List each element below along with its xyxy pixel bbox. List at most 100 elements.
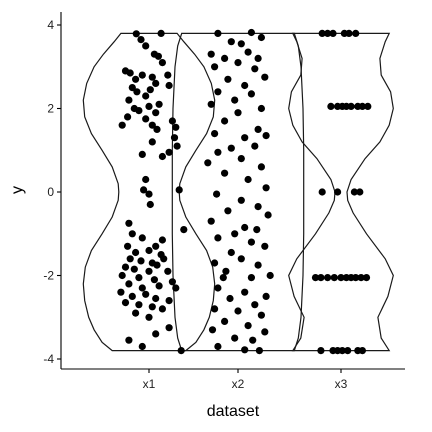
data-point-x1	[153, 125, 161, 133]
data-point-x1	[158, 236, 166, 244]
data-point-x2	[241, 288, 249, 296]
data-point-x2	[227, 38, 235, 46]
data-point-x1	[170, 134, 179, 142]
data-point-x2	[253, 226, 261, 234]
data-point-x3	[334, 188, 342, 196]
data-point-x3	[352, 274, 360, 282]
data-point-x1	[121, 299, 130, 307]
data-point-x2	[247, 238, 255, 246]
data-point-x1	[146, 200, 154, 209]
data-point-x2	[214, 234, 222, 242]
data-point-x1	[138, 71, 146, 79]
data-point-x1	[138, 342, 146, 351]
violin-x3	[288, 32, 394, 352]
data-point-x2	[224, 207, 232, 215]
data-point-x1	[145, 267, 153, 275]
data-point-x3	[352, 29, 360, 37]
data-point-x3	[345, 29, 353, 37]
data-point-x2	[262, 184, 270, 192]
data-point-x2	[251, 142, 259, 150]
data-point-x1	[148, 73, 156, 81]
data-point-x2	[208, 326, 217, 334]
data-point-x2	[221, 54, 229, 63]
data-point-x2	[204, 159, 212, 167]
data-point-x1	[128, 230, 136, 238]
data-point-x3	[358, 102, 366, 110]
data-point-x1	[142, 290, 150, 298]
data-point-x1	[142, 115, 150, 123]
x-tick-label: x1	[143, 377, 156, 391]
data-point-x3	[324, 274, 332, 282]
data-point-x2	[234, 59, 242, 67]
data-point-x1	[137, 36, 145, 44]
data-point-x2	[241, 81, 249, 90]
data-point-x2	[237, 255, 245, 263]
data-point-x1	[125, 280, 133, 288]
data-point-x2	[211, 63, 219, 71]
data-point-x2	[244, 175, 252, 184]
data-point-x3	[317, 274, 325, 282]
data-point-x1	[124, 242, 132, 250]
data-point-x3	[317, 347, 325, 355]
data-point-x2	[249, 336, 257, 344]
x-axis-ticks: x1 x2 x3	[143, 369, 348, 391]
data-point-x2	[251, 301, 259, 309]
data-point-x2	[214, 342, 222, 351]
y-axis-ticks: -4 -2 0 2 4	[43, 18, 61, 366]
y-tick-label: 2	[47, 102, 54, 116]
data-point-x3	[338, 347, 346, 355]
data-point-x2	[247, 90, 255, 98]
data-point-x3	[330, 274, 338, 282]
data-point-x2	[231, 230, 239, 238]
data-point-x1	[132, 309, 140, 317]
data-point-x3	[347, 102, 355, 110]
data-point-x3	[318, 29, 326, 37]
data-point-x3	[329, 29, 337, 37]
data-point-x1	[152, 330, 160, 338]
data-point-x1	[164, 71, 172, 79]
data-point-x1	[118, 271, 126, 280]
data-point-x2	[237, 196, 245, 204]
data-point-x2	[241, 223, 249, 232]
data-point-x1	[121, 263, 130, 271]
data-point-x3	[318, 188, 326, 196]
data-point-x2	[234, 307, 242, 315]
data-point-x2	[227, 144, 235, 152]
data-point-x1	[165, 297, 173, 305]
data-point-x1	[152, 242, 160, 250]
data-point-x3	[362, 274, 371, 282]
data-point-x1	[148, 303, 156, 311]
data-point-x1	[128, 84, 136, 92]
data-point-x1	[177, 347, 185, 355]
data-point-x2	[247, 274, 255, 282]
x-tick-label: x3	[335, 377, 348, 391]
data-point-x1	[135, 274, 143, 282]
data-point-x1	[150, 276, 158, 284]
x-axis-title: dataset	[207, 403, 260, 420]
data-point-x3	[324, 29, 332, 37]
data-point-x1	[165, 81, 173, 90]
data-point-x1	[142, 175, 150, 184]
y-tick-label: -2	[43, 269, 54, 283]
data-point-x1	[158, 305, 166, 313]
data-point-x3	[327, 102, 335, 110]
data-point-x2	[244, 322, 252, 330]
data-point-x2	[214, 284, 222, 292]
data-point-x1	[157, 29, 165, 37]
data-point-x1	[168, 278, 176, 286]
points-layer	[117, 28, 372, 355]
violins-layer	[82, 32, 394, 352]
data-point-x2	[211, 305, 219, 313]
data-point-x1	[168, 117, 176, 125]
data-point-x2	[244, 48, 252, 56]
data-point-x1	[138, 150, 146, 158]
data-point-x1	[138, 234, 146, 242]
data-point-x2	[261, 242, 269, 250]
data-point-x1	[155, 100, 163, 108]
data-point-x1	[125, 219, 133, 227]
data-point-x1	[130, 265, 138, 273]
data-point-x3	[356, 188, 364, 196]
data-point-x2	[262, 132, 270, 140]
data-point-x1	[140, 186, 148, 194]
